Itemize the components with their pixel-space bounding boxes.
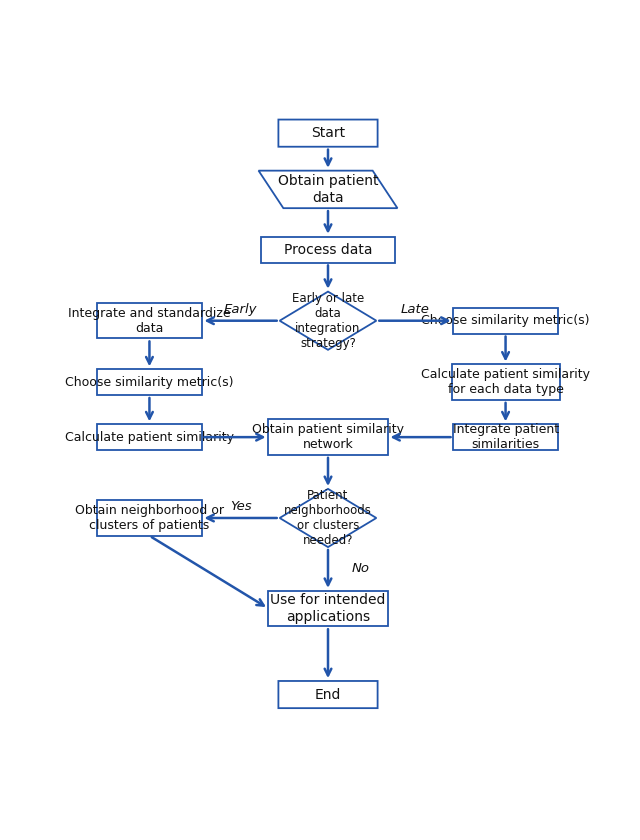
FancyBboxPatch shape bbox=[454, 424, 557, 450]
Text: Process data: Process data bbox=[284, 243, 372, 256]
FancyBboxPatch shape bbox=[451, 365, 559, 400]
Text: Integrate and standardize
data: Integrate and standardize data bbox=[68, 307, 231, 334]
Text: End: End bbox=[315, 688, 341, 701]
Text: Choose similarity metric(s): Choose similarity metric(s) bbox=[421, 314, 590, 328]
Polygon shape bbox=[259, 171, 397, 208]
Text: No: No bbox=[352, 563, 370, 575]
FancyBboxPatch shape bbox=[97, 370, 202, 395]
FancyBboxPatch shape bbox=[269, 591, 388, 627]
Text: Obtain neighborhood or
clusters of patients: Obtain neighborhood or clusters of patie… bbox=[75, 504, 224, 532]
Text: Calculate patient similarity: Calculate patient similarity bbox=[65, 431, 234, 444]
Polygon shape bbox=[280, 489, 376, 547]
FancyBboxPatch shape bbox=[454, 307, 557, 333]
FancyBboxPatch shape bbox=[269, 419, 388, 455]
Text: Integrate patient
similarities: Integrate patient similarities bbox=[452, 423, 559, 451]
Text: Calculate patient similarity
for each data type: Calculate patient similarity for each da… bbox=[421, 368, 590, 396]
Text: Use for intended
applications: Use for intended applications bbox=[270, 593, 386, 623]
Text: Early: Early bbox=[224, 302, 257, 316]
Text: Choose similarity metric(s): Choose similarity metric(s) bbox=[65, 375, 234, 389]
FancyBboxPatch shape bbox=[97, 303, 202, 339]
FancyBboxPatch shape bbox=[278, 681, 378, 708]
FancyBboxPatch shape bbox=[97, 424, 202, 450]
Text: Obtain patient
data: Obtain patient data bbox=[278, 175, 378, 204]
Text: Patient
neighborhoods
or clusters
needed?: Patient neighborhoods or clusters needed… bbox=[284, 489, 372, 547]
Text: Yes: Yes bbox=[230, 500, 252, 513]
Text: Start: Start bbox=[311, 126, 345, 140]
Polygon shape bbox=[280, 291, 376, 349]
Text: Late: Late bbox=[401, 302, 429, 316]
FancyBboxPatch shape bbox=[278, 119, 378, 147]
Text: Early or late
data
integration
strategy?: Early or late data integration strategy? bbox=[292, 291, 364, 349]
FancyBboxPatch shape bbox=[97, 500, 202, 536]
Text: Obtain patient similarity
network: Obtain patient similarity network bbox=[252, 423, 404, 451]
FancyBboxPatch shape bbox=[261, 237, 395, 262]
